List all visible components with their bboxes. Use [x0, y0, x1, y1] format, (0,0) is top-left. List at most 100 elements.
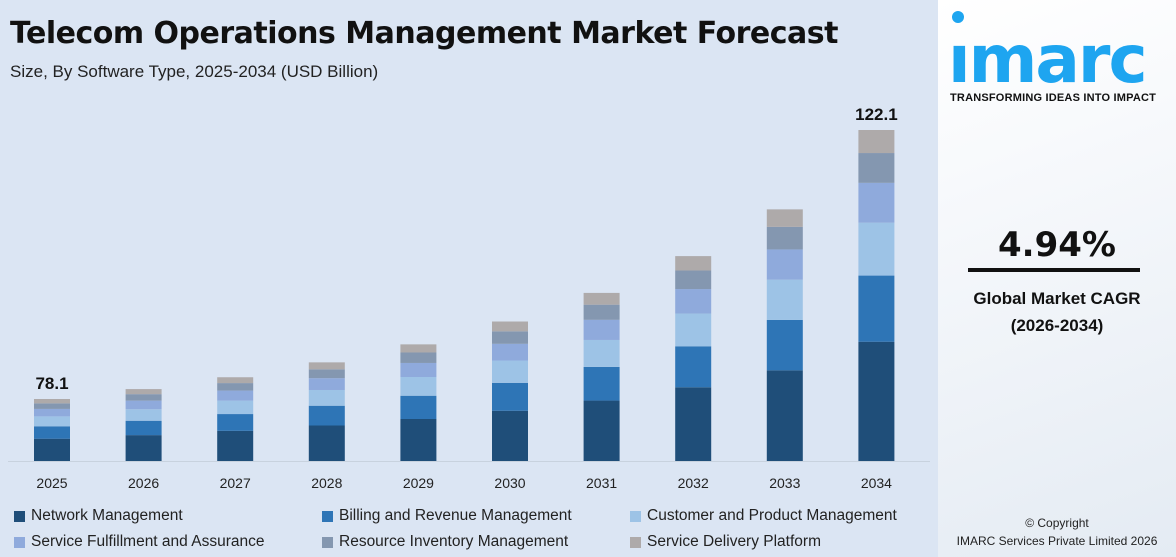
- x-tick-label: 2031: [586, 475, 617, 491]
- bar-segment-2032-1: [675, 346, 712, 388]
- chart-subtitle: Size, By Software Type, 2025-2034 (USD B…: [10, 62, 379, 81]
- legend-swatch: [630, 536, 641, 548]
- bar-segment-2034-5: [858, 130, 895, 154]
- bar-segment-2026-5: [125, 389, 162, 395]
- legend-item: Network Management: [14, 506, 322, 526]
- legend-item: Billing and Revenue Management: [322, 506, 630, 526]
- bar-segment-2025-0: [34, 438, 70, 461]
- bar-segment-2028-3: [308, 378, 345, 390]
- legend-swatch: [14, 510, 25, 522]
- bar-segment-2032-2: [675, 313, 712, 347]
- bar-segment-2031-2: [583, 339, 620, 367]
- legend-swatch: [322, 536, 333, 548]
- bar-segment-2031-4: [583, 304, 620, 320]
- cagr-value: 4.94%: [998, 225, 1116, 265]
- svg-text:ımarc: ımarc: [948, 21, 1146, 88]
- bar-segment-2030-0: [492, 410, 528, 461]
- bar-segment-2029-0: [400, 419, 437, 461]
- brand-tagline: TRANSFORMING IDEAS INTO IMPACT: [950, 92, 1157, 104]
- legend-item: Service Fulfillment and Assurance: [14, 532, 322, 552]
- bar-segment-2030-1: [492, 382, 528, 411]
- bar-segment-2031-3: [583, 319, 620, 340]
- bar-segment-2026-4: [125, 394, 162, 401]
- legend: Network Management Billing and Revenue Ma…: [14, 506, 934, 552]
- brand-panel: ımarc TRANSFORMING IDEAS INTO IMPACT 4.9…: [938, 0, 1176, 557]
- legend-label: Service Fulfillment and Assurance: [31, 533, 265, 550]
- bar-segment-2031-1: [583, 366, 620, 401]
- legend-item: Customer and Product Management: [630, 506, 930, 526]
- bar-segment-2032-5: [675, 256, 712, 271]
- legend-swatch: [322, 510, 333, 522]
- stacked-bar-chart: 2025 78.1 2026 2027 2028 2029 2030 2031 2032 2033…: [8, 105, 930, 491]
- bar-segment-2027-1: [217, 414, 254, 431]
- bar-segment-2033-3: [766, 249, 803, 280]
- cagr-label: Global Market CAGR (2026-2034): [938, 285, 1176, 339]
- bar-segment-2027-0: [217, 430, 254, 461]
- bar-segment-2032-3: [675, 289, 712, 314]
- x-tick-label: 2029: [403, 475, 434, 491]
- bar-segment-2028-5: [308, 362, 345, 370]
- legend-swatch: [630, 510, 641, 522]
- bar-segment-2034-3: [858, 182, 895, 223]
- bar-segment-2034-4: [858, 153, 895, 183]
- bar-segment-2033-1: [766, 319, 803, 371]
- legend-item: Service Delivery Platform: [630, 532, 930, 552]
- legend-swatch: [14, 536, 25, 548]
- chart-panel: Telecom Operations Management Market For…: [8, 16, 934, 552]
- bar-segment-2026-0: [125, 435, 162, 461]
- copyright-line2: IMARC Services Private Limited 2026: [956, 534, 1158, 548]
- x-tick-label: 2034: [861, 475, 892, 491]
- x-tick-label: 2028: [311, 475, 342, 491]
- bar-segment-2031-0: [583, 400, 620, 461]
- bar-segment-2028-1: [308, 405, 345, 426]
- bar-segment-2030-3: [492, 343, 528, 361]
- bar-segment-2027-3: [217, 390, 254, 401]
- bar-segment-2029-4: [400, 352, 437, 363]
- bar-segment-2025-3: [34, 408, 70, 417]
- bar-segment-2027-2: [217, 400, 254, 415]
- bar-segment-2027-5: [217, 377, 254, 384]
- legend-label: Resource Inventory Management: [339, 533, 569, 550]
- total-label: 122.1: [855, 105, 898, 124]
- legend-label: Service Delivery Platform: [647, 533, 821, 550]
- bar-segment-2030-2: [492, 360, 528, 383]
- bar-segment-2030-4: [492, 331, 528, 344]
- bar-segment-2032-0: [675, 387, 712, 461]
- bar-segment-2029-2: [400, 377, 437, 396]
- legend-item: Resource Inventory Management: [322, 532, 630, 552]
- bar-segment-2033-5: [766, 209, 803, 227]
- copyright-line1: © Copyright: [1025, 516, 1089, 530]
- bar-segment-2028-0: [308, 425, 345, 461]
- bar-segment-2026-2: [125, 409, 162, 421]
- bar-segment-2029-3: [400, 362, 437, 378]
- bar-segment-2034-1: [858, 275, 895, 342]
- legend-label: Customer and Product Management: [647, 507, 897, 524]
- x-tick-label: 2026: [128, 475, 159, 491]
- divider: [968, 268, 1140, 272]
- chart-title: Telecom Operations Management Market For…: [10, 16, 839, 51]
- legend-label: Billing and Revenue Management: [339, 507, 572, 524]
- bar-segment-2025-5: [34, 399, 70, 404]
- bar-segment-2032-4: [675, 270, 712, 290]
- bar-segment-2026-1: [125, 420, 162, 436]
- x-tick-label: 2025: [36, 475, 67, 491]
- total-label: 78.1: [35, 374, 68, 393]
- cagr-label-text: Global Market CAGR: [973, 289, 1141, 308]
- bar-segment-2028-4: [308, 369, 345, 379]
- bar-segment-2027-4: [217, 383, 254, 391]
- imarc-logo: ımarc: [948, 11, 1148, 88]
- bar-segment-2029-1: [400, 395, 437, 420]
- bar-segment-2033-4: [766, 226, 803, 250]
- bar-segment-2033-2: [766, 279, 803, 320]
- bar-segment-2025-4: [34, 403, 70, 409]
- x-tick-label: 2033: [769, 475, 800, 491]
- x-tick-label: 2027: [220, 475, 251, 491]
- bar-segment-2025-2: [34, 416, 70, 427]
- bar-segment-2034-0: [858, 341, 895, 461]
- bar-segment-2028-2: [308, 389, 345, 406]
- bar-segment-2030-5: [492, 321, 528, 332]
- bar-segment-2031-5: [583, 292, 620, 305]
- bar-segment-2029-5: [400, 344, 437, 353]
- bar-segment-2026-3: [125, 400, 162, 410]
- x-tick-label: 2030: [494, 475, 525, 491]
